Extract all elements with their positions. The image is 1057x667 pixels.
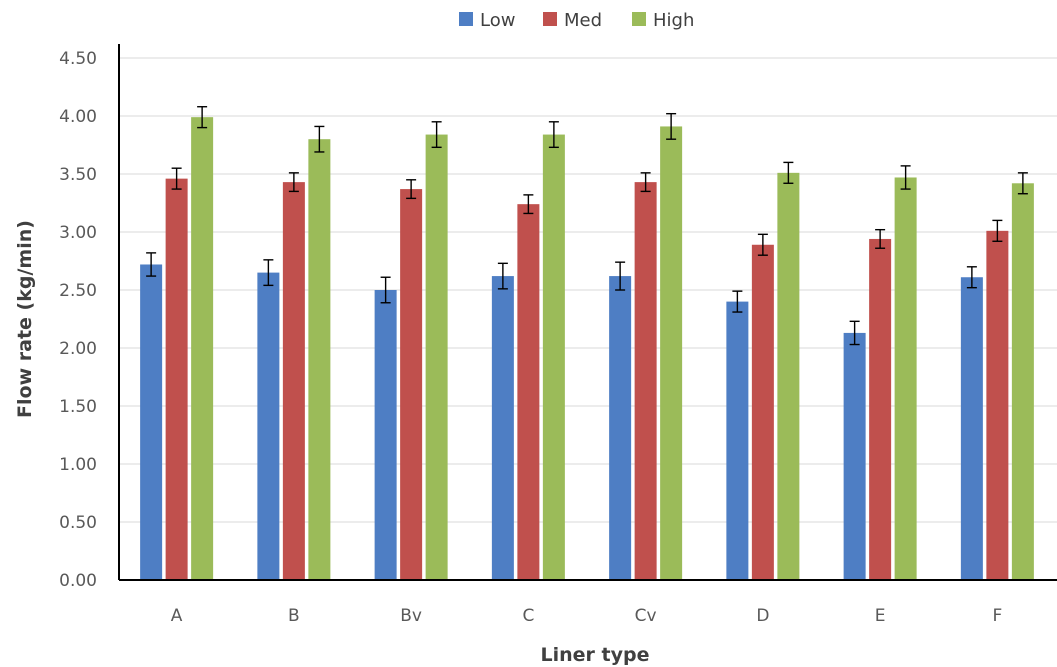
legend-item-med: Med [543, 10, 602, 31]
x-tick-label: A [171, 606, 183, 626]
bars [140, 117, 1034, 581]
y-tick-label: 0.00 [59, 571, 97, 591]
axes: 0.00 0.50 1.00 1.50 2.00 2.50 3.00 3.50 4.00 4.50… [59, 44, 1057, 626]
x-tick-label: D [756, 606, 769, 626]
bar-low-c [491, 276, 514, 580]
x-tick-label: Cv [635, 606, 657, 626]
legend-swatch [632, 12, 646, 26]
legend-label: Low [480, 10, 515, 31]
legend-label: Med [564, 10, 602, 31]
bar-high-f [1011, 183, 1034, 580]
bar-low-b [257, 272, 280, 580]
y-tick-label: 4.00 [59, 107, 97, 127]
y-tick-label: 3.50 [59, 165, 97, 185]
x-tick-label: E [875, 606, 886, 626]
bar-low-bv [374, 290, 397, 580]
x-tick-label: B [288, 606, 300, 626]
bar-low-cv [609, 276, 632, 580]
bar-med-b [282, 182, 305, 580]
y-tick-label: 0.50 [59, 513, 97, 533]
x-tick-label: F [992, 606, 1002, 626]
error-bars [146, 106, 1028, 346]
bar-med-d [751, 244, 774, 580]
x-axis-title: Liner type [541, 644, 650, 666]
y-tick-label: 4.50 [59, 49, 97, 69]
bar-high-cv [660, 126, 683, 580]
y-tick-label: 2.00 [59, 339, 97, 359]
legend-item-high: High [632, 10, 694, 31]
legend-item-low: Low [459, 10, 515, 31]
bar-med-e [869, 238, 892, 580]
bar-high-c [542, 134, 565, 580]
bar-high-bv [425, 134, 448, 580]
x-tick-label: C [522, 606, 534, 626]
bar-low-a [140, 264, 163, 580]
y-tick-label: 1.00 [59, 455, 97, 475]
y-tick-label: 2.50 [59, 281, 97, 301]
bar-med-cv [634, 182, 657, 580]
legend-swatch [543, 12, 557, 26]
y-axis-title: Flow rate (kg/min) [14, 220, 36, 418]
bar-high-a [191, 117, 214, 580]
legend-swatch [459, 12, 473, 26]
bar-med-c [517, 204, 540, 580]
bar-high-e [894, 177, 917, 581]
bar-med-bv [400, 189, 423, 580]
y-tick-label: 3.00 [59, 223, 97, 243]
bar-med-f [986, 230, 1009, 580]
bar-high-b [308, 139, 331, 580]
bar-high-d [777, 172, 800, 580]
y-tick-label: 1.50 [59, 397, 97, 417]
bar-low-e [843, 332, 866, 580]
legend: Low Med High [459, 10, 694, 31]
bar-med-a [165, 178, 188, 580]
bar-low-d [726, 301, 749, 580]
bar-low-f [960, 277, 983, 580]
x-tick-label: Bv [400, 606, 422, 626]
legend-label: High [653, 10, 694, 31]
